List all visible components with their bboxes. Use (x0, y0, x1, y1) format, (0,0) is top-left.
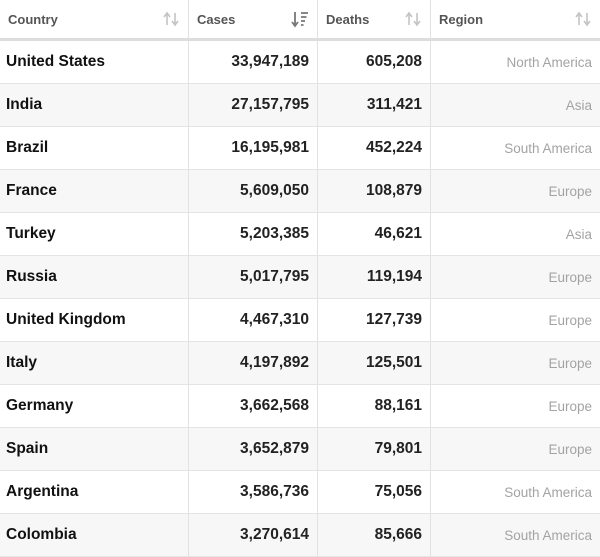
cell-deaths: 85,666 (318, 514, 431, 556)
sort-descending-icon (291, 12, 308, 28)
cell-country: United States (0, 41, 189, 83)
cell-cases: 5,609,050 (189, 170, 318, 212)
sort-icon (163, 11, 179, 27)
cell-cases: 5,017,795 (189, 256, 318, 298)
sort-icon (575, 11, 591, 27)
cell-country: United Kingdom (0, 299, 189, 341)
column-header-label: Cases (197, 11, 236, 27)
cell-cases: 3,586,736 (189, 471, 318, 513)
cell-country: France (0, 170, 189, 212)
table-body: United States 33,947,189 605,208 North A… (0, 41, 600, 557)
cell-deaths: 79,801 (318, 428, 431, 470)
cell-cases: 5,203,385 (189, 213, 318, 255)
cell-deaths: 311,421 (318, 84, 431, 126)
table-row[interactable]: France 5,609,050 108,879 Europe (0, 170, 600, 213)
cell-deaths: 452,224 (318, 127, 431, 169)
table-row[interactable]: Spain 3,652,879 79,801 Europe (0, 428, 600, 471)
cell-region: Europe (548, 355, 592, 371)
table-row[interactable]: Russia 5,017,795 119,194 Europe (0, 256, 600, 299)
table-header: Country Cases Deaths Region (0, 0, 600, 41)
table-row[interactable]: Germany 3,662,568 88,161 Europe (0, 385, 600, 428)
table-row[interactable]: Turkey 5,203,385 46,621 Asia (0, 213, 600, 256)
table-row[interactable]: India 27,157,795 311,421 Asia (0, 84, 600, 127)
cell-country: Brazil (0, 127, 189, 169)
table-row[interactable]: Italy 4,197,892 125,501 Europe (0, 342, 600, 385)
cell-country: India (0, 84, 189, 126)
cell-region: Europe (548, 183, 592, 199)
cell-region: Europe (548, 269, 592, 285)
cell-cases: 4,197,892 (189, 342, 318, 384)
cell-region: South America (504, 484, 592, 500)
cell-region: North America (506, 54, 592, 70)
cell-region: Europe (548, 312, 592, 328)
column-header-label: Country (8, 11, 58, 27)
cell-deaths: 46,621 (318, 213, 431, 255)
cell-country: Germany (0, 385, 189, 427)
cell-cases: 4,467,310 (189, 299, 318, 341)
column-header-region[interactable]: Region (431, 0, 600, 38)
cell-country: Colombia (0, 514, 189, 556)
table-row[interactable]: Brazil 16,195,981 452,224 South America (0, 127, 600, 170)
column-header-label: Deaths (326, 11, 370, 27)
column-header-country[interactable]: Country (0, 0, 189, 38)
table-row[interactable]: United Kingdom 4,467,310 127,739 Europe (0, 299, 600, 342)
cell-deaths: 125,501 (318, 342, 431, 384)
cell-region: Europe (548, 441, 592, 457)
cell-cases: 3,662,568 (189, 385, 318, 427)
table-row[interactable]: Colombia 3,270,614 85,666 South America (0, 514, 600, 557)
cell-cases: 27,157,795 (189, 84, 318, 126)
cell-cases: 3,270,614 (189, 514, 318, 556)
cell-cases: 3,652,879 (189, 428, 318, 470)
cell-country: Argentina (0, 471, 189, 513)
cell-deaths: 127,739 (318, 299, 431, 341)
cell-country: Italy (0, 342, 189, 384)
cell-region: South America (504, 527, 592, 543)
column-header-label: Region (439, 11, 484, 27)
column-header-deaths[interactable]: Deaths (318, 0, 431, 38)
cell-region: South America (504, 140, 592, 156)
sort-icon (405, 11, 421, 27)
cell-deaths: 75,056 (318, 471, 431, 513)
cell-cases: 16,195,981 (189, 127, 318, 169)
cell-cases: 33,947,189 (189, 41, 318, 83)
column-header-cases[interactable]: Cases (189, 0, 318, 38)
cell-deaths: 88,161 (318, 385, 431, 427)
cell-country: Turkey (0, 213, 189, 255)
cell-deaths: 119,194 (318, 256, 431, 298)
cell-country: Spain (0, 428, 189, 470)
cell-region: Asia (565, 226, 592, 242)
cell-region: Asia (565, 97, 592, 113)
table-row[interactable]: Argentina 3,586,736 75,056 South America (0, 471, 600, 514)
cell-deaths: 108,879 (318, 170, 431, 212)
table-row[interactable]: United States 33,947,189 605,208 North A… (0, 41, 600, 84)
cell-region: Europe (548, 398, 592, 414)
cell-deaths: 605,208 (318, 41, 431, 83)
cell-country: Russia (0, 256, 189, 298)
